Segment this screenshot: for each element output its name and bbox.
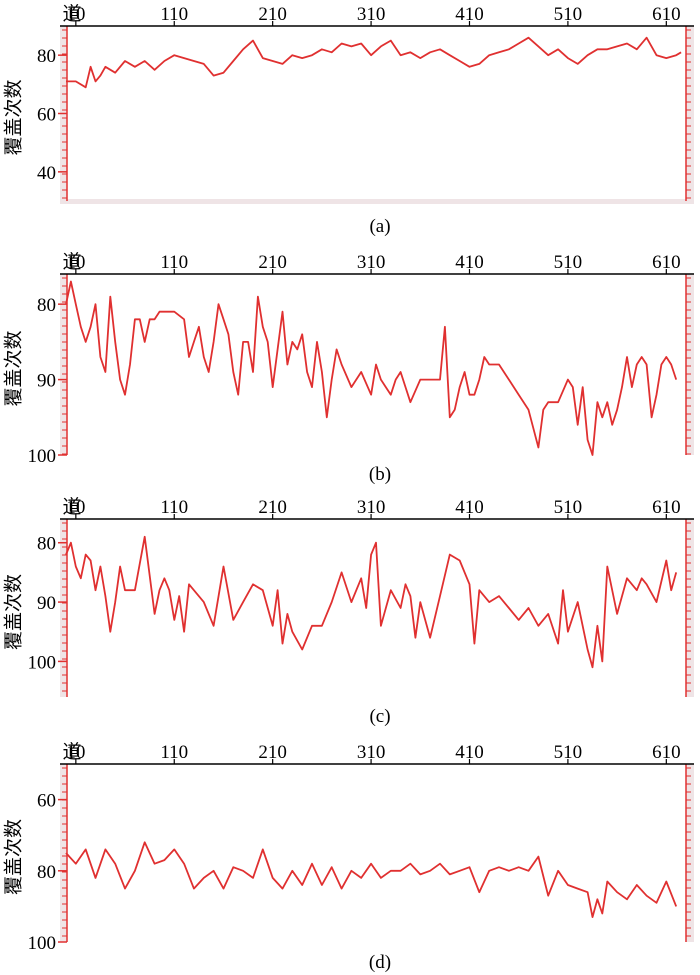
x-tick-label: 510	[554, 252, 583, 273]
trace-label: 道	[62, 3, 81, 25]
y-tick-label: 80	[37, 46, 56, 67]
x-tick-label: 110	[160, 252, 188, 273]
y-tick-label: 100	[28, 446, 57, 467]
x-tick-label: 10	[66, 4, 85, 25]
data-series-line	[66, 36, 682, 89]
panel-d: 道10 110 210 310 410 510 610 60 80 100 覆盖次数 (d)	[3, 741, 694, 973]
data-series-line	[65, 535, 678, 669]
x-tick-label: 310	[357, 252, 386, 273]
x-tick-label: 410	[455, 497, 484, 518]
panel-caption: (b)	[369, 464, 391, 485]
x-tick-label: 210	[258, 497, 287, 518]
data-series-line	[65, 280, 678, 456]
x-tick-label: 510	[554, 742, 583, 763]
y-axis-label: 覆盖次数	[3, 574, 25, 650]
x-tick-label: 210	[258, 742, 287, 763]
x-tick-label: 110	[160, 742, 188, 763]
x-tick-label: 10	[66, 252, 85, 273]
x-tick-label: 410	[455, 252, 484, 273]
right-frame-strip	[686, 26, 694, 201]
x-tick-label: 410	[455, 4, 484, 25]
panel-a: 道10 110 210 310 410 510 610 40 60 80 覆盖次数 (a)	[3, 3, 694, 237]
panel-caption: (c)	[369, 706, 390, 727]
right-frame-strip	[686, 519, 694, 697]
panel-b: 道10 110 210 310 410 510 610 80 90 100 覆盖次数 (b)	[3, 251, 694, 485]
x-tick-label: 10	[66, 742, 85, 763]
y-axis-label: 覆盖次数	[3, 819, 25, 895]
y-tick-label: 90	[37, 371, 56, 392]
x-tick-label: 110	[160, 4, 188, 25]
left-frame-strip	[60, 519, 67, 697]
bottom-frame-strip	[60, 199, 694, 204]
y-tick-label: 60	[37, 791, 56, 812]
data-series-line	[65, 841, 678, 918]
x-tick-label: 510	[554, 4, 583, 25]
y-tick-label: 100	[28, 933, 57, 954]
y-axis-label: 覆盖次数	[3, 330, 25, 406]
panel-caption: (d)	[369, 952, 391, 973]
x-tick-label: 610	[652, 252, 681, 273]
x-tick-label: 310	[357, 742, 386, 763]
trace-label: 道	[62, 741, 81, 763]
x-tick-label: 610	[652, 742, 681, 763]
x-tick-label: 310	[357, 497, 386, 518]
y-tick-label: 80	[37, 862, 56, 883]
y-axis-label: 覆盖次数	[3, 79, 25, 155]
right-frame-strip	[686, 274, 694, 455]
trace-label: 道	[62, 496, 81, 518]
x-tick-label: 210	[258, 252, 287, 273]
x-tick-label: 210	[258, 4, 287, 25]
y-tick-label: 90	[37, 593, 56, 614]
y-tick-label: 60	[37, 105, 56, 126]
x-tick-label: 610	[652, 4, 681, 25]
left-frame-strip	[60, 274, 67, 455]
left-frame-strip	[60, 764, 67, 942]
y-tick-label: 80	[37, 295, 56, 316]
panel-caption: (a)	[369, 216, 390, 237]
y-tick-label: 100	[28, 652, 57, 673]
x-tick-label: 310	[357, 4, 386, 25]
right-frame-strip	[686, 764, 694, 942]
y-tick-label: 40	[37, 163, 56, 184]
x-tick-label: 110	[160, 497, 188, 518]
x-tick-label: 10	[66, 497, 85, 518]
x-tick-label: 410	[455, 742, 484, 763]
x-tick-label: 610	[652, 497, 681, 518]
y-tick-label: 80	[37, 534, 56, 555]
trace-label: 道	[62, 251, 81, 273]
x-tick-label: 510	[554, 497, 583, 518]
